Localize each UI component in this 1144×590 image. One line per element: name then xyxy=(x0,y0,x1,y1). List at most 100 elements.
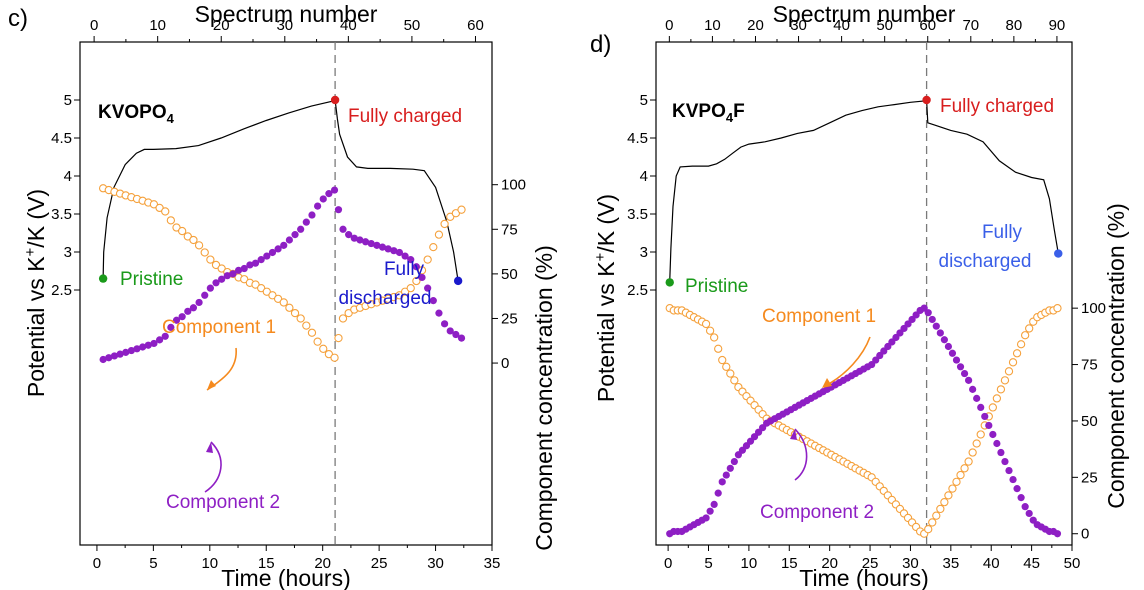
component2-point xyxy=(251,259,260,267)
component2-point xyxy=(401,252,409,260)
y-tick-label: 2.5 xyxy=(51,282,72,299)
component2-point xyxy=(345,231,353,239)
x2-axis-title: Spectrum number xyxy=(773,1,956,27)
y2-tick-label: 75 xyxy=(501,221,518,238)
x-tick-label: 45 xyxy=(1023,555,1040,572)
charged-marker xyxy=(330,95,340,105)
y-tick-label: 4 xyxy=(64,168,72,185)
component2-point xyxy=(424,284,432,292)
component2-point xyxy=(384,245,392,253)
component2-point xyxy=(429,297,437,305)
x2-tick-label: 80 xyxy=(1006,17,1023,34)
component1-point xyxy=(710,333,719,342)
component1-point xyxy=(166,216,176,225)
x2-tick-label: 60 xyxy=(919,17,936,34)
x2-tick-label: 40 xyxy=(340,17,357,34)
component2-point xyxy=(223,272,231,280)
panel-label: c) xyxy=(8,5,28,32)
component1-point xyxy=(302,321,311,330)
x2-tick-label: 50 xyxy=(404,17,421,34)
component2-point xyxy=(932,322,940,330)
x2-tick-label: 0 xyxy=(665,17,673,34)
component2-point xyxy=(178,313,186,321)
component1-point xyxy=(406,283,415,293)
component2-point xyxy=(339,225,347,233)
y2-axis-title: Component concentration (%) xyxy=(531,245,557,551)
component2-point xyxy=(435,309,443,317)
component2-point xyxy=(319,195,327,203)
component2-point xyxy=(212,279,220,287)
component2-point xyxy=(960,369,969,378)
component2-point xyxy=(457,334,466,342)
component2-point xyxy=(952,356,961,364)
pristine-label: Pristine xyxy=(120,269,183,290)
y-tick-label: 3.5 xyxy=(627,206,648,223)
component1-point xyxy=(964,457,973,466)
component2-point xyxy=(985,421,993,430)
component1-point xyxy=(722,362,731,371)
y2-tick-label: 75 xyxy=(1081,357,1098,374)
x-tick-label: 50 xyxy=(1064,555,1081,572)
y-tick-label: 3 xyxy=(64,244,72,261)
x2-axis-title: Spectrum number xyxy=(195,1,378,27)
component2-point xyxy=(361,238,370,246)
component1-point xyxy=(726,369,735,378)
component2-point xyxy=(285,236,293,244)
x-tick-label: 40 xyxy=(983,555,1000,572)
component2-point xyxy=(965,376,973,384)
component1-point xyxy=(992,394,1002,403)
component1-point xyxy=(1025,324,1034,333)
x2-tick-label: 70 xyxy=(962,17,979,34)
component2-point xyxy=(206,284,214,292)
component1-point xyxy=(296,314,305,323)
y-axis-title-part: /K (V) xyxy=(593,194,619,253)
component1-point xyxy=(1004,367,1014,376)
component2-point xyxy=(702,514,710,522)
y2-tick-label: 100 xyxy=(501,177,526,194)
discharged-marker xyxy=(1054,249,1063,258)
component1-point xyxy=(976,430,985,439)
x2-tick-label: 90 xyxy=(1049,17,1066,34)
x2-tick-label: 60 xyxy=(467,17,484,34)
x-tick-label: 5 xyxy=(704,555,712,572)
component2-point xyxy=(105,354,113,362)
component1-point xyxy=(932,511,941,520)
y-tick-label: 2.5 xyxy=(627,282,648,299)
component1-point xyxy=(960,464,969,473)
component2-point xyxy=(446,327,454,335)
x2-tick-label: 30 xyxy=(276,17,293,34)
component2-point xyxy=(350,234,358,242)
component2-point xyxy=(246,261,254,269)
component2-point xyxy=(730,457,738,466)
y-tick-label: 3.5 xyxy=(51,206,72,223)
component2-point xyxy=(977,403,985,412)
component1-point xyxy=(189,235,198,245)
component1-point xyxy=(412,276,421,286)
component2-point xyxy=(334,206,343,214)
x-tick-label: 15 xyxy=(258,555,275,572)
component2-point xyxy=(440,320,449,328)
component1-arrow xyxy=(824,336,871,387)
component1-point xyxy=(338,314,348,323)
y-axis-title: Potential vs K+/K (V) xyxy=(592,194,619,402)
y-axis-title: Potential vs K+/K (V) xyxy=(22,189,49,397)
component1-point xyxy=(206,255,215,264)
component2-arrow xyxy=(794,428,808,481)
discharged-label: Fully xyxy=(982,222,1023,243)
component1-point xyxy=(440,219,449,229)
component2-point xyxy=(722,471,730,479)
component2-point xyxy=(218,275,226,283)
x-tick-label: 30 xyxy=(427,555,444,572)
component2-point xyxy=(956,363,965,371)
charged-label: Fully charged xyxy=(940,96,1054,117)
component2-point xyxy=(257,256,265,264)
component2-arrowhead xyxy=(206,442,213,453)
x2-tick-label: 20 xyxy=(213,17,230,34)
component2-point xyxy=(195,298,203,307)
component2-point xyxy=(948,349,957,357)
component2-point xyxy=(314,202,322,210)
component1-point xyxy=(988,403,997,412)
component2-point xyxy=(110,352,119,360)
x-tick-label: 30 xyxy=(902,555,919,572)
